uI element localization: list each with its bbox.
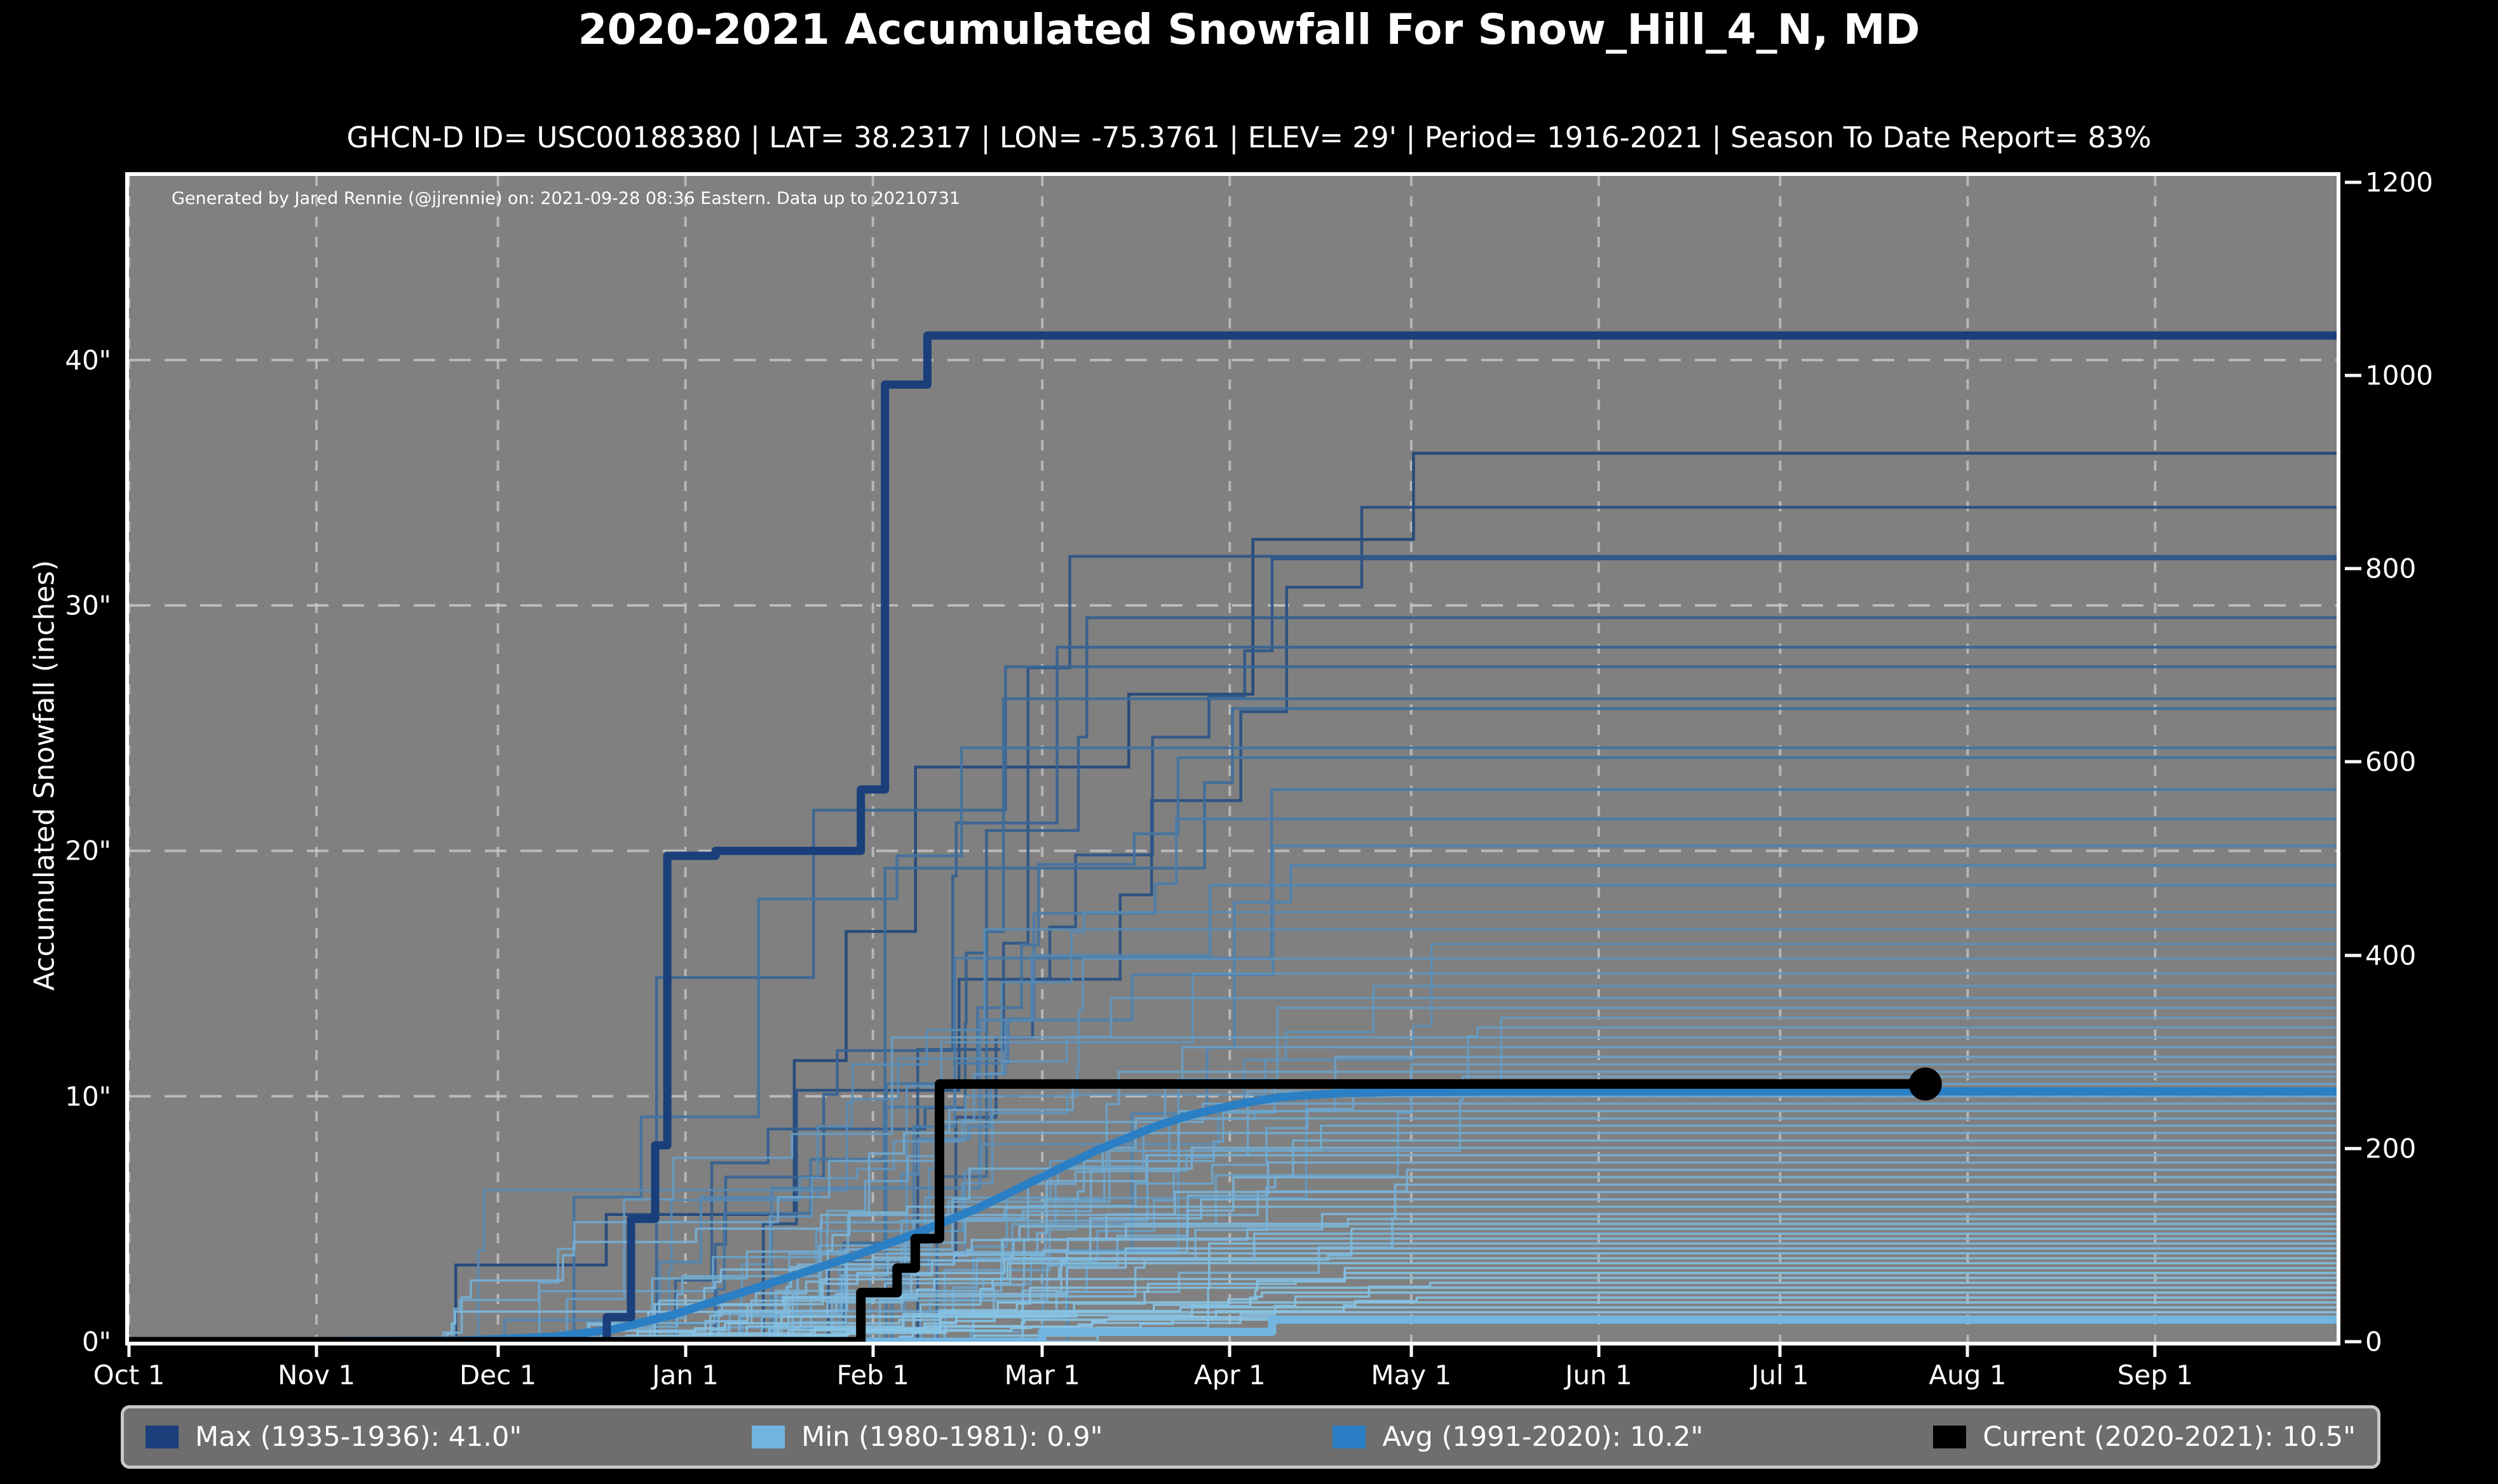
x-tick-label: Aug 1: [1929, 1359, 2007, 1391]
x-tick-label: Dec 1: [459, 1359, 537, 1391]
historical-season-line: [129, 616, 2337, 1342]
gridlines: [129, 176, 2337, 1342]
x-tick-mark: [1597, 1346, 1601, 1357]
legend-label-max: Max (1935-1936): 41.0": [195, 1421, 522, 1453]
legend-item-max[interactable]: Max (1935-1936): 41.0": [146, 1421, 522, 1453]
chart-subtitle: GHCN-D ID= USC00188380 | LAT= 38.2317 | …: [346, 121, 2152, 154]
historical-season-lines: [129, 452, 2337, 1342]
y-tick-mark-right: [2345, 760, 2361, 764]
x-tick-label: Feb 1: [836, 1359, 909, 1391]
current-endpoint-marker: [1908, 1067, 1942, 1101]
y-tick-right: 1200: [2365, 166, 2433, 198]
y-tick-left: 0": [81, 1326, 111, 1358]
legend-label-min: Min (1980-1981): 0.9": [801, 1421, 1103, 1453]
chart-legend: Max (1935-1936): 41.0" Min (1980-1981): 0…: [121, 1405, 2380, 1469]
historical-season-line: [129, 756, 2337, 1342]
y-tick-right: 800: [2365, 553, 2417, 584]
plot-area: [125, 172, 2340, 1346]
y-tick-mark-right: [2345, 567, 2361, 570]
x-tick-mark: [1965, 1346, 1969, 1357]
historical-season-line: [129, 1070, 2337, 1342]
y-tick-right: 400: [2365, 940, 2417, 971]
y-tick-right: 0: [2365, 1326, 2382, 1358]
x-tick-mark: [315, 1346, 318, 1357]
series-line-avg: [129, 1087, 2337, 1342]
x-tick-label: Nov 1: [278, 1359, 356, 1391]
series-lines: [129, 331, 2337, 1342]
x-tick-label: Sep 1: [2117, 1359, 2194, 1391]
x-tick-mark: [871, 1346, 875, 1357]
y-tick-right: 200: [2365, 1133, 2417, 1164]
historical-season-line: [129, 1227, 2337, 1342]
series-line-max: [129, 331, 2337, 1342]
y-tick-mark-right: [2345, 180, 2361, 184]
y-tick-left: 40": [65, 344, 111, 376]
x-tick-label: Jan 1: [652, 1359, 719, 1391]
x-tick-mark: [1040, 1346, 1044, 1357]
historical-season-line: [129, 645, 2337, 1342]
x-tick-label: Mar 1: [1004, 1359, 1080, 1391]
current-endpoint-dot: [1908, 1067, 1942, 1101]
y-tick-left: 30": [65, 590, 111, 621]
historical-season-line: [129, 665, 2337, 1342]
series-line-current: [129, 1079, 1925, 1342]
historical-season-line: [129, 555, 2337, 1342]
series-line-min: [129, 1315, 2337, 1342]
legend-item-avg[interactable]: Avg (1991-2020): 10.2": [1333, 1421, 1703, 1453]
legend-label-current: Current (2020-2021): 10.5": [1983, 1421, 2356, 1453]
x-tick-label: Oct 1: [93, 1359, 165, 1391]
x-tick-label: Apr 1: [1193, 1359, 1266, 1391]
x-tick-label: Jun 1: [1565, 1359, 1633, 1391]
y-tick-mark-right: [2345, 1340, 2361, 1344]
legend-item-min[interactable]: Min (1980-1981): 0.9": [752, 1421, 1103, 1453]
historical-season-line: [129, 1237, 2337, 1342]
historical-season-line: [129, 707, 2337, 1342]
historical-season-line: [129, 972, 2337, 1342]
plot-clip: [129, 176, 2337, 1342]
historical-season-line: [129, 1218, 2337, 1342]
credit-annotation: Generated by Jared Rennie (@jjrennie) on…: [172, 189, 961, 208]
y-tick-mark-right: [2345, 1147, 2361, 1150]
legend-swatch-avg-icon: [1333, 1426, 1366, 1448]
historical-season-line: [129, 1291, 2337, 1342]
historical-season-line: [129, 1168, 2337, 1342]
x-tick-mark: [684, 1346, 688, 1357]
x-tick-mark: [127, 1346, 131, 1357]
historical-season-line: [129, 844, 2337, 1342]
legend-swatch-min-icon: [752, 1426, 785, 1448]
x-tick-mark: [2153, 1346, 2157, 1357]
legend-label-avg: Avg (1991-2020): 10.2": [1382, 1421, 1704, 1453]
y-tick-mark-right: [2345, 374, 2361, 377]
historical-season-line: [129, 1131, 2337, 1342]
historical-season-line: [129, 452, 2337, 1342]
historical-season-line: [129, 1046, 2337, 1342]
historical-season-line: [129, 1076, 2337, 1342]
x-tick-label: Jul 1: [1751, 1359, 1809, 1391]
x-tick-mark: [496, 1346, 500, 1357]
historical-season-line: [129, 911, 2337, 1342]
y-tick-right: 1000: [2365, 360, 2433, 391]
legend-swatch-max-icon: [146, 1426, 179, 1448]
historical-season-line: [129, 506, 2337, 1342]
page-title: 2020-2021 Accumulated Snowfall For Snow_…: [578, 5, 1920, 54]
historical-season-line: [129, 697, 2337, 1342]
x-tick-mark: [1778, 1346, 1782, 1357]
y-tick-left: 20": [65, 835, 111, 867]
chart-svg: [129, 176, 2337, 1342]
y-tick-mark-right: [2345, 954, 2361, 957]
legend-item-current[interactable]: Current (2020-2021): 10.5": [1933, 1421, 2356, 1453]
y-tick-right: 600: [2365, 746, 2417, 778]
legend-swatch-current-icon: [1933, 1426, 1967, 1448]
historical-season-line: [129, 928, 2337, 1342]
historical-season-line: [129, 1036, 2337, 1342]
x-tick-mark: [1409, 1346, 1413, 1357]
x-tick-mark: [1228, 1346, 1232, 1357]
x-tick-label: May 1: [1371, 1359, 1452, 1391]
y-tick-left: 10": [65, 1081, 111, 1112]
